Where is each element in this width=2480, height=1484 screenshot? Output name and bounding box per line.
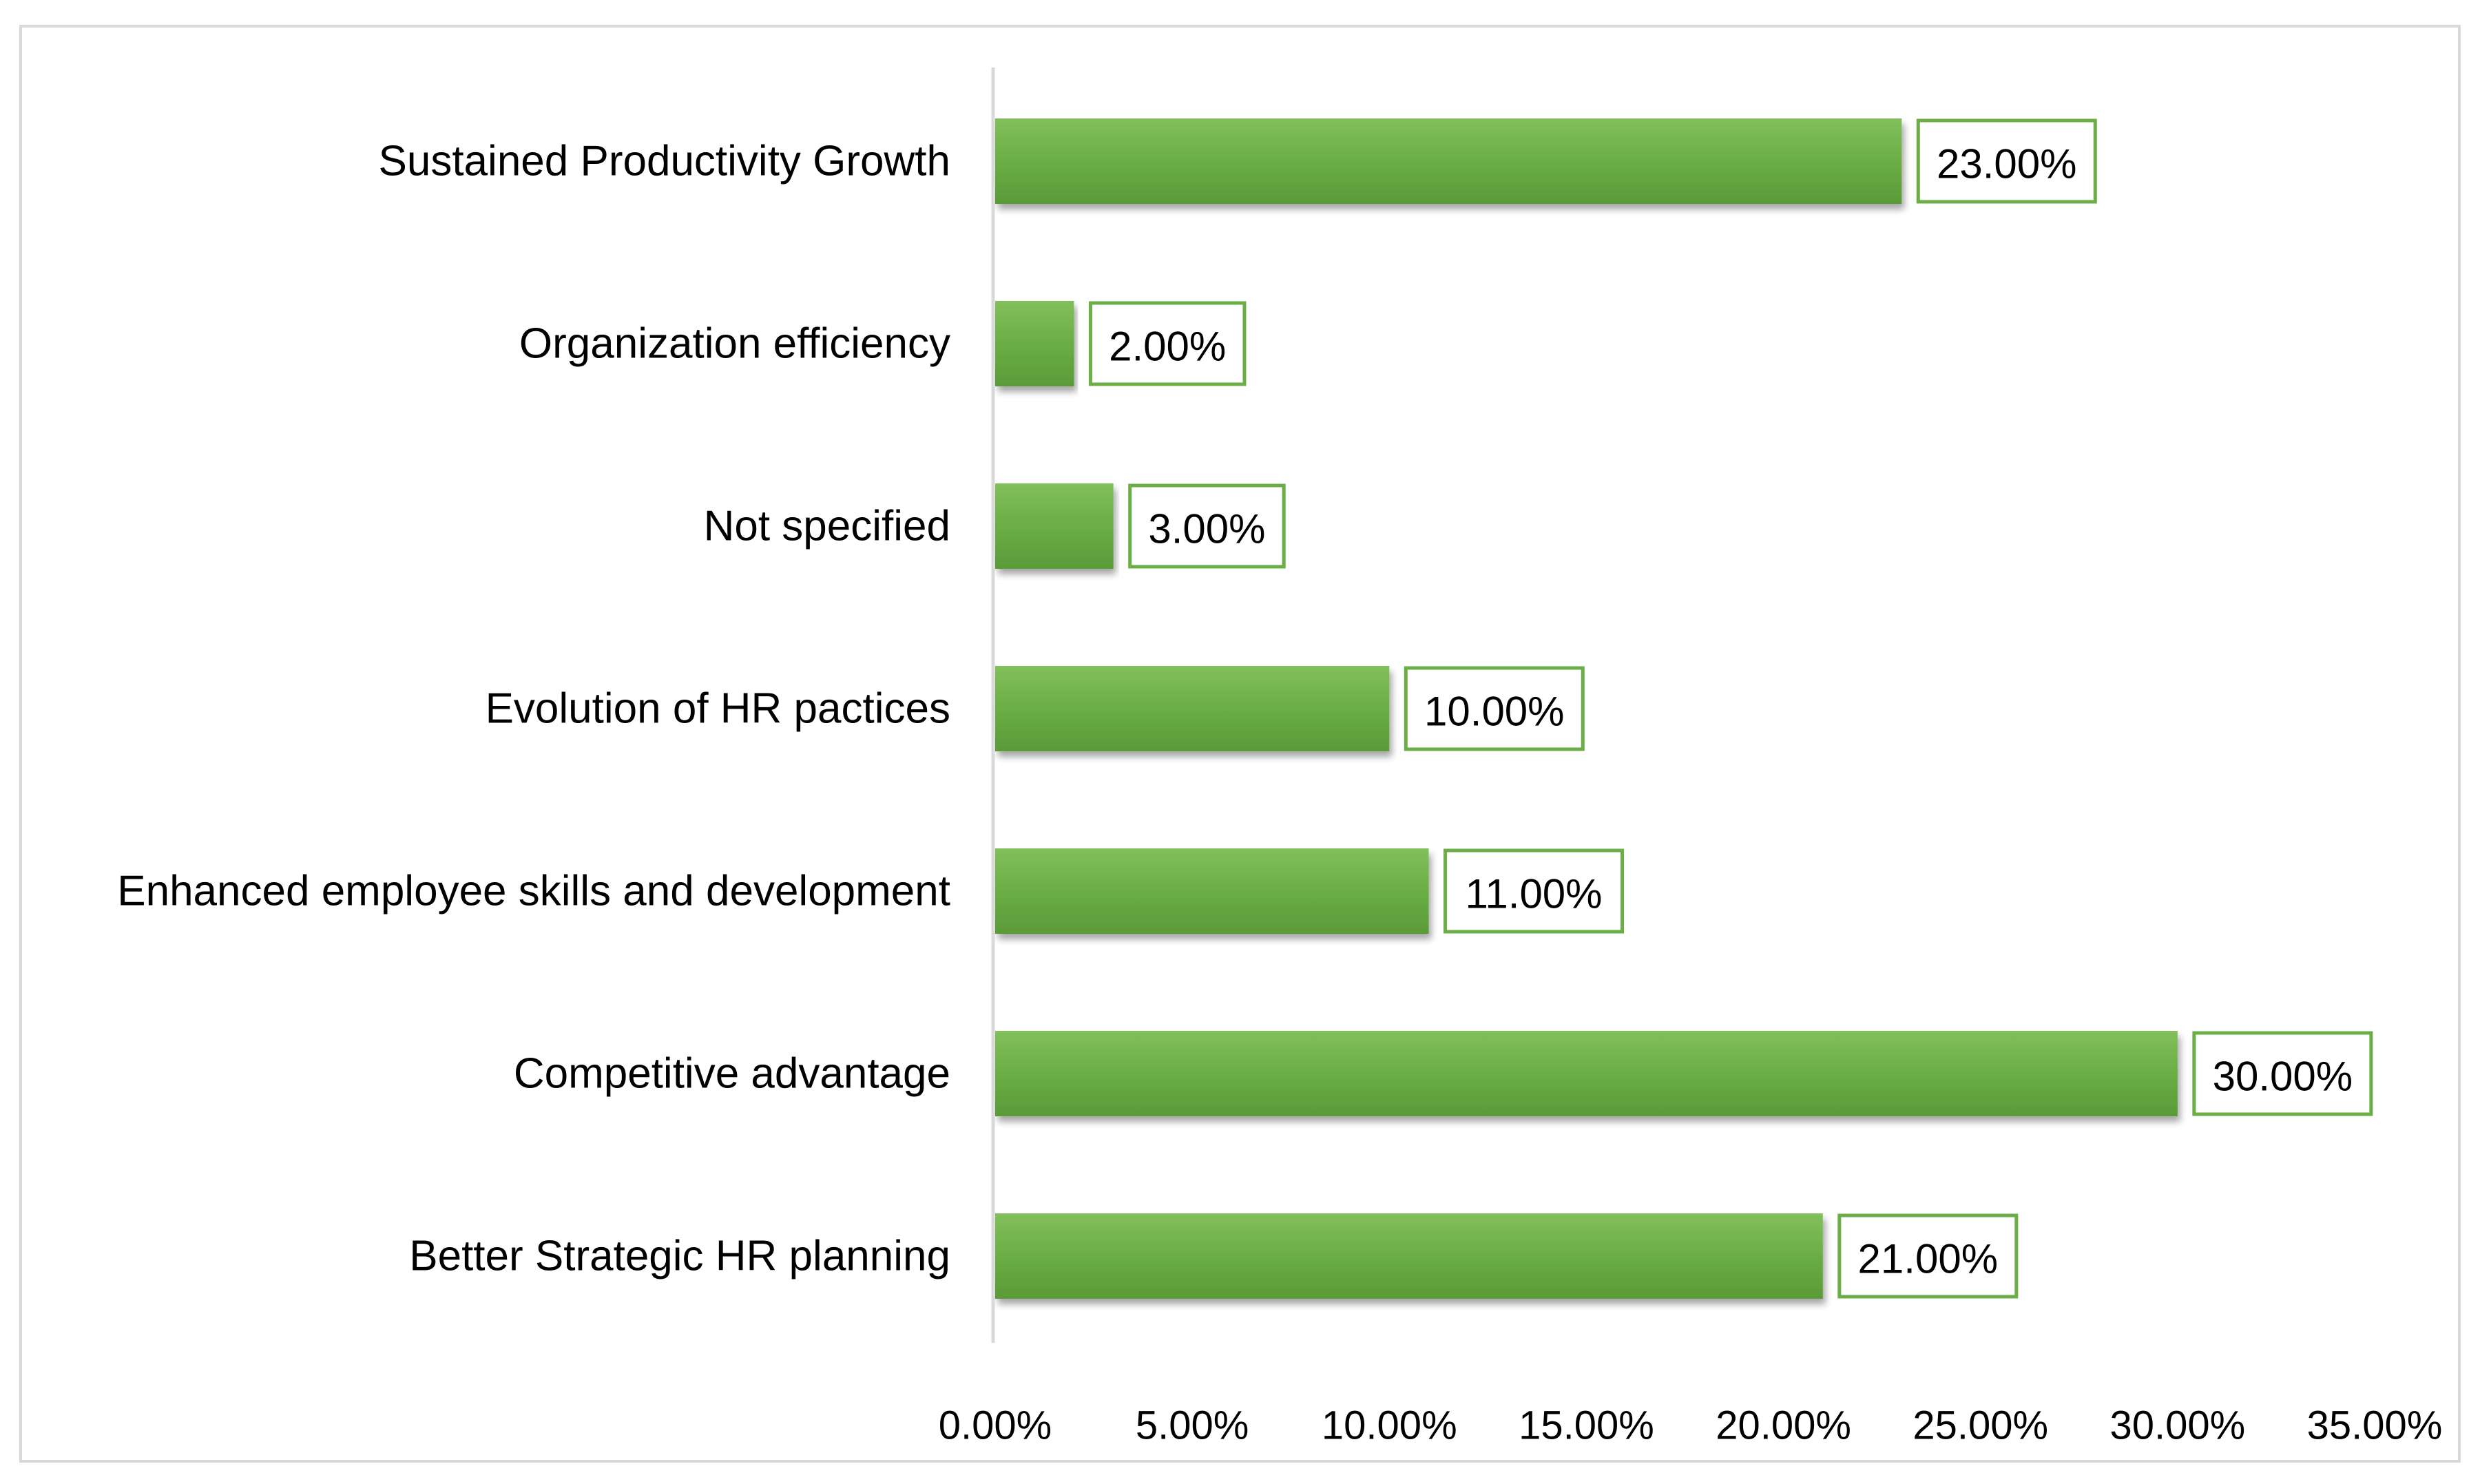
x-axis-tick-labels: 0.00% 5.00% 10.00% 15.00% 20.00% 25.00% 30.00%… <box>939 1403 2443 1448</box>
x-tick-label: 10.00% <box>1322 1403 1457 1448</box>
bar <box>995 483 1114 569</box>
data-label-box <box>1088 301 1247 386</box>
category-label: Not specified <box>704 503 950 550</box>
data-label: 2.00% <box>1109 324 1226 370</box>
category-label: Organization efficiency <box>519 320 950 368</box>
category-label: Evolution of HR pactices <box>486 685 950 733</box>
category-labels: Sustained Productivity Growth Organizatio… <box>117 138 950 1280</box>
data-label: 23.00% <box>1937 141 2077 187</box>
data-label-box <box>1404 666 1585 751</box>
x-tick-label: 0.00% <box>939 1403 1052 1448</box>
data-label-box <box>1128 483 1286 569</box>
data-label-box <box>1444 848 1625 934</box>
x-tick-label: 15.00% <box>1519 1403 1654 1448</box>
bar <box>995 848 1429 934</box>
x-tick-label: 30.00% <box>2109 1403 2245 1448</box>
category-label: Enhanced employee skills and development <box>117 868 950 915</box>
data-label-box <box>1916 118 2097 204</box>
x-tick-label: 20.00% <box>1716 1403 1851 1448</box>
x-tick-label: 25.00% <box>1913 1403 2048 1448</box>
x-tick-label: 5.00% <box>1136 1403 1249 1448</box>
data-label: 11.00% <box>1465 871 1602 917</box>
bars-group <box>995 118 2178 1299</box>
data-labels: 23.00% 2.00% 3.00% 10.00% 11.00% 30.00% 21.00% <box>1088 118 2373 1299</box>
bar <box>995 1031 2178 1116</box>
data-label: 10.00% <box>1424 689 1565 735</box>
category-label: Sustained Productivity Growth <box>379 138 951 185</box>
category-label: Better Strategic HR planning <box>409 1233 950 1280</box>
bar <box>995 118 1902 204</box>
data-label: 3.00% <box>1148 506 1265 552</box>
bar <box>995 301 1074 386</box>
category-label: Competitive advantage <box>514 1050 950 1098</box>
data-label: 30.00% <box>2213 1054 2353 1100</box>
x-tick-label: 35.00% <box>2307 1403 2443 1448</box>
data-label-box <box>2192 1031 2373 1116</box>
data-label: 21.00% <box>1858 1236 1999 1282</box>
bar <box>995 666 1390 751</box>
data-label-box <box>1837 1213 2019 1299</box>
bar <box>995 1213 1823 1299</box>
